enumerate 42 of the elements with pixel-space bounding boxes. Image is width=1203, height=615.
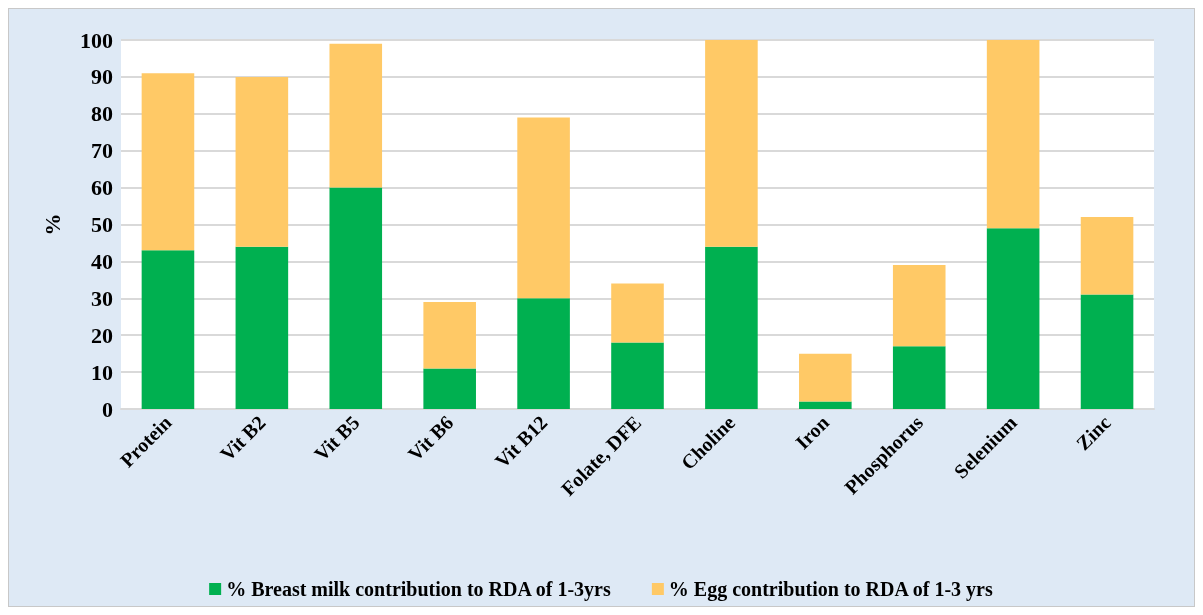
- bar: [705, 40, 758, 247]
- bar: [611, 283, 664, 343]
- x-tick-label: Vit B6: [403, 411, 458, 466]
- y-tick-label: 60: [91, 175, 113, 201]
- bar: [986, 228, 1040, 409]
- bar: [329, 43, 383, 188]
- bar: [517, 298, 570, 409]
- bar: [611, 342, 664, 409]
- y-tick-label: 30: [91, 285, 113, 311]
- bar: [799, 353, 852, 402]
- legend-label: % Breast milk contribution to RDA of 1-3yrs: [226, 578, 611, 601]
- x-tick-label: Vit B2: [215, 411, 270, 466]
- bar: [799, 401, 852, 409]
- y-tick-label: 100: [80, 27, 113, 53]
- y-tick-label: 50: [91, 212, 113, 237]
- x-tick-label: Iron: [791, 411, 834, 454]
- bar: [235, 246, 289, 409]
- y-tick-label: 80: [91, 101, 113, 127]
- bar: [705, 246, 758, 409]
- x-tick-label: Vit B12: [490, 411, 552, 473]
- bar: [986, 40, 1040, 229]
- bar: [235, 76, 289, 247]
- bar: [141, 250, 195, 409]
- y-tick-label: 10: [91, 359, 113, 385]
- bar: [517, 117, 570, 299]
- bar: [329, 187, 383, 409]
- bar: [423, 301, 476, 369]
- y-tick-label: 0: [102, 396, 113, 422]
- bar: [892, 265, 946, 347]
- bar: [1080, 217, 1134, 295]
- y-tick-label: 40: [91, 248, 113, 274]
- bar: [423, 368, 476, 409]
- x-tick-label: Vit B5: [309, 411, 364, 466]
- y-axis-title: %: [39, 213, 65, 236]
- legend-label: % Egg contribution to RDA of 1-3 yrs: [668, 578, 993, 601]
- bar: [892, 346, 946, 409]
- bar: [1080, 294, 1134, 409]
- bar: [141, 73, 195, 251]
- x-tick-label: Zinc: [1071, 411, 1115, 455]
- y-tick-label: 70: [91, 138, 113, 164]
- y-tick-label: 20: [91, 322, 113, 348]
- y-tick-label: 90: [91, 64, 113, 90]
